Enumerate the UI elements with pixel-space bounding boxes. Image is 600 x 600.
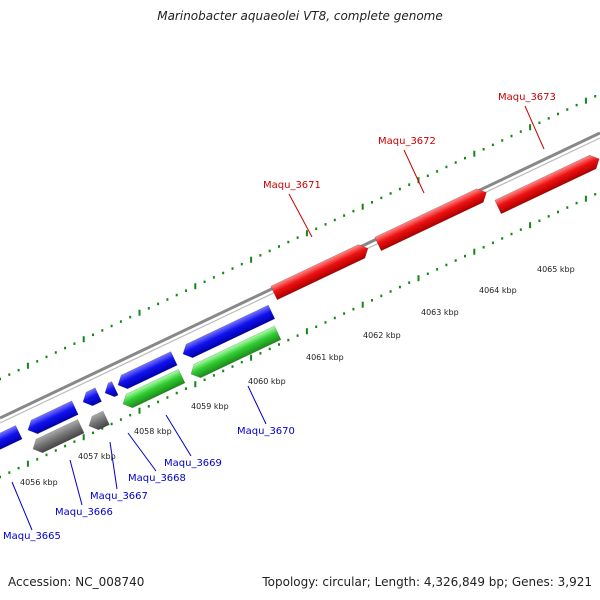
- gene-maqu_3665-feature: [0, 425, 23, 451]
- gene-label-maqu_3673: Maqu_3673: [498, 92, 556, 103]
- gene-maqu_3669-feature: [182, 304, 276, 359]
- map-title: Marinobacter aquaeolei VT8, complete gen…: [157, 9, 443, 23]
- gene-label-maqu_3668: Maqu_3668: [128, 473, 186, 484]
- topology-text: Topology: circular; Length: 4,326,849 bp…: [262, 575, 592, 589]
- label-leader-line: [11, 481, 33, 531]
- scale-label: 4058 kbp: [134, 427, 172, 436]
- gene-maqu_3666-feature: [32, 419, 85, 454]
- gene-label-maqu_3666: Maqu_3666: [55, 507, 113, 518]
- gene-maqu_3672-feature: [374, 188, 487, 252]
- label-leader-line: [69, 459, 83, 506]
- gene-label-maqu_3670: Maqu_3670: [237, 426, 295, 437]
- gene-label-maqu_3671: Maqu_3671: [263, 180, 321, 191]
- label-leader-line: [247, 385, 267, 425]
- scale-label: 4062 kbp: [363, 331, 401, 340]
- gene-label-maqu_3667: Maqu_3667: [90, 491, 148, 502]
- gene-maqu_3668-feature: [82, 387, 102, 407]
- gene-labels: Maqu_3665 Maqu_3666 Maqu_3667 Maqu_3668 Maqu…: [3, 92, 556, 542]
- scale-label: 4059 kbp: [191, 402, 229, 411]
- scale-label: 4061 kbp: [306, 353, 344, 362]
- gene-label-maqu_3672: Maqu_3672: [378, 136, 436, 147]
- lower-tick-track: [0, 193, 597, 479]
- gene-maqu_3667-feature: [88, 410, 110, 431]
- label-leader-line: [109, 441, 118, 490]
- gene-label-maqu_3669: Maqu_3669: [164, 458, 222, 469]
- gene-maqu_3670-feature: [122, 368, 186, 409]
- scale-label: 4064 kbp: [479, 286, 517, 295]
- gene-label-leaders: [11, 105, 545, 531]
- upper-tick-track: [0, 95, 597, 381]
- scale-label: 4056 kbp: [20, 478, 58, 487]
- scale-labels: 4056 kbp 4057 kbp 4058 kbp 4059 kbp 4060 kbp…: [20, 265, 575, 487]
- gene-maqu_3671-feature: [270, 244, 369, 301]
- gene-maqu_3670-feature: [190, 325, 282, 379]
- scale-label: 4060 kbp: [248, 377, 286, 386]
- scale-label: 4057 kbp: [78, 452, 116, 461]
- label-leader-line: [403, 149, 425, 194]
- gene-features: [0, 154, 600, 454]
- gene-label-maqu_3665: Maqu_3665: [3, 531, 61, 542]
- gene-maqu_3668-feature: [104, 381, 119, 398]
- label-leader-line: [524, 105, 545, 150]
- label-leader-line: [288, 193, 313, 238]
- label-leader-line: [127, 432, 157, 472]
- gene-maqu_3673-feature: [494, 154, 600, 215]
- gene-maqu_3669-feature: [117, 351, 178, 390]
- accession-text: Accession: NC_008740: [8, 575, 145, 589]
- label-leader-line: [165, 414, 192, 457]
- scale-label: 4065 kbp: [537, 265, 575, 274]
- scale-label: 4063 kbp: [421, 308, 459, 317]
- gene-maqu_3665-feature: [27, 400, 79, 435]
